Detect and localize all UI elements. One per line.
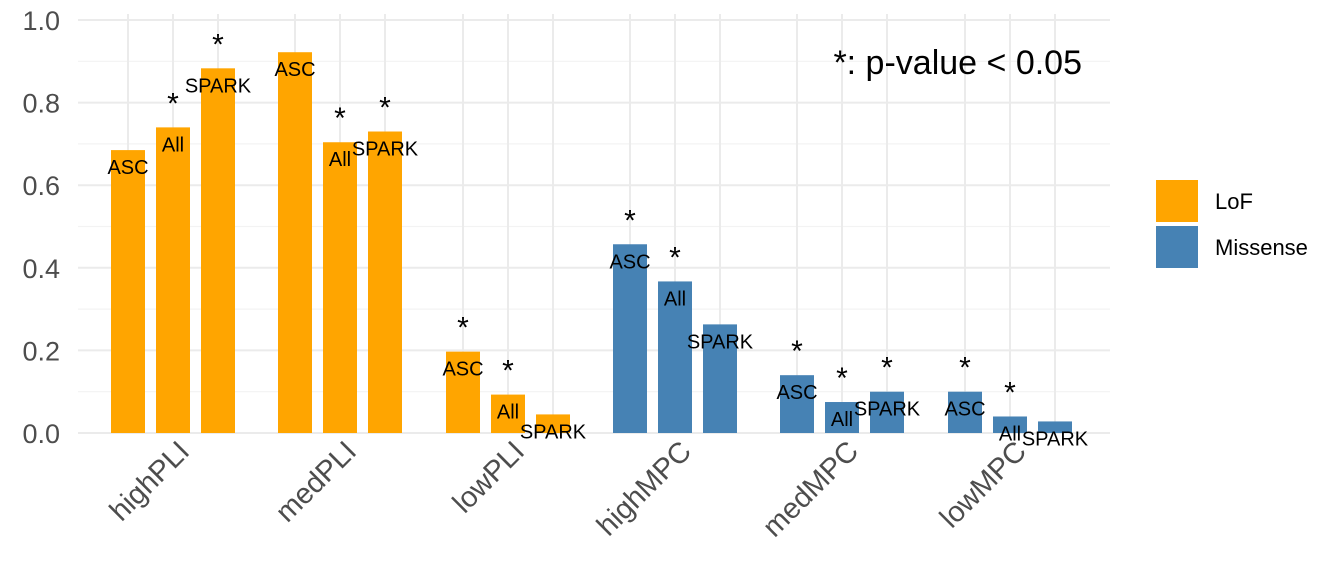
legend-key-missense	[1156, 226, 1198, 268]
significance-star: *	[881, 352, 893, 385]
bar-label: All	[162, 134, 184, 156]
significance-star: *	[959, 352, 971, 385]
bar-label: All	[664, 288, 686, 310]
bar-label: All	[497, 402, 519, 424]
x-tick-label: highMPC	[591, 435, 698, 542]
bar-highMPC-asc	[613, 244, 647, 433]
bar-highPLI-spark	[201, 68, 235, 434]
bar-label: ASC	[107, 157, 148, 179]
significance-star: *	[379, 92, 391, 125]
bar-highPLI-asc	[111, 150, 145, 433]
bar-label: SPARK	[185, 75, 252, 97]
bar-highPLI-all	[156, 127, 190, 433]
y-tick-label: 0.0	[22, 419, 60, 449]
bar-lowPLI-all	[491, 394, 525, 433]
bar-lowMPC-all	[993, 416, 1027, 433]
significance-star: *	[669, 241, 681, 274]
bar-label: All	[329, 149, 351, 171]
bar-label: All	[831, 409, 853, 431]
significance-star: *	[212, 28, 224, 61]
significance-star: *	[836, 362, 848, 395]
bar-medPLI-asc	[278, 52, 312, 434]
bar-label: SPARK	[1022, 428, 1089, 450]
bar-medMPC-all	[825, 402, 859, 433]
significance-star: *	[457, 312, 469, 345]
y-tick-label: 0.8	[22, 89, 60, 119]
bar-highMPC-all	[658, 281, 692, 433]
x-tick-label: highPLI	[104, 435, 196, 527]
legend-key-lof	[1156, 180, 1198, 222]
significance-annotation: *: p-value < 0.05	[833, 44, 1082, 82]
bar-label: SPARK	[520, 421, 587, 443]
significance-star: *	[624, 204, 636, 237]
y-tick-label: 0.4	[22, 254, 60, 284]
bars-layer	[111, 52, 1072, 434]
x-tick-label: medPLI	[270, 435, 363, 528]
bar-label: ASC	[944, 399, 985, 421]
bar-label: SPARK	[854, 399, 921, 421]
bar-label: All	[999, 423, 1021, 445]
bar-label: ASC	[274, 59, 315, 81]
significance-star: *	[334, 102, 346, 135]
bar-label: ASC	[776, 382, 817, 404]
bar-medMPC-spark	[870, 391, 904, 433]
significance-star: *	[791, 335, 803, 368]
bar-label: SPARK	[352, 139, 419, 161]
x-tick-label: lowMPC	[934, 435, 1033, 534]
bar-lowMPC-asc	[948, 391, 982, 433]
bar-label: SPARK	[687, 331, 754, 353]
bar-medMPC-asc	[780, 375, 814, 433]
bar-lowPLI-asc	[446, 351, 480, 433]
bar-label: ASC	[442, 359, 483, 381]
bar-labels-layer: ASCAll*SPARK*ASCAll*SPARK*ASC*All*SPARKA…	[107, 28, 1088, 450]
significance-star: *	[167, 87, 179, 120]
significance-star: *	[1004, 376, 1016, 409]
significance-star: *	[502, 355, 514, 388]
legend-label: LoF	[1215, 189, 1253, 214]
bar-highMPC-spark	[703, 324, 737, 433]
legend-label: Missense	[1215, 235, 1308, 260]
x-tick-label: lowPLI	[447, 435, 531, 519]
legend: LoF Missense	[1156, 180, 1308, 268]
y-tick-label: 1.0	[22, 6, 60, 36]
bar-label: ASC	[609, 251, 650, 273]
y-tick-label: 0.2	[22, 336, 60, 366]
bar-medPLI-spark	[368, 131, 402, 433]
x-tick-label: medMPC	[757, 435, 865, 543]
y-tick-label: 0.6	[22, 171, 60, 201]
bar-medPLI-all	[323, 142, 357, 434]
bar-lowPLI-spark	[536, 414, 570, 433]
bar-lowMPC-spark	[1038, 421, 1072, 433]
